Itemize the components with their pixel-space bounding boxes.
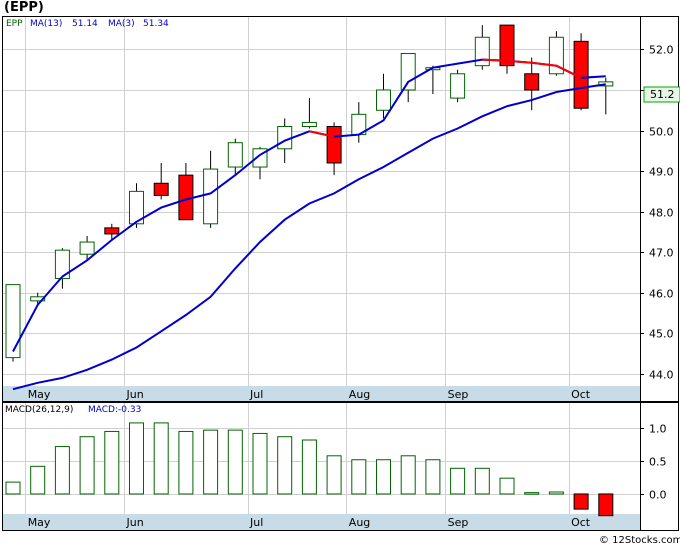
macd-bar [129, 422, 144, 495]
candle-body [376, 89, 391, 111]
candle-body [301, 121, 317, 127]
price-badge-value: 51.2 [650, 88, 675, 101]
price-x-axis: May Jun Jul Aug Sep Oct [28, 388, 591, 401]
macd-x-tick-label: Oct [571, 516, 591, 529]
macd-bar [178, 430, 194, 495]
macd-y-axis: 0.0 0.5 1.0 [640, 403, 667, 530]
candle-body [499, 24, 515, 67]
macd-bar [227, 429, 243, 495]
candle-body [450, 73, 466, 99]
macd-bar [79, 436, 95, 495]
candle-body [524, 73, 540, 91]
price-y-tick-label: 44.0 [649, 369, 674, 382]
candle-body [598, 81, 614, 87]
candle-body [129, 190, 144, 225]
price-y-axis: 44.045.046.047.048.049.050.051.052.0 [640, 17, 674, 401]
candle-body [5, 284, 21, 359]
macd-y-tick-label: 1.0 [649, 423, 667, 436]
watermark: © 12Stocks.com [599, 535, 680, 546]
legend-ma3-label: MA(3) [108, 19, 135, 29]
macd-bar [573, 493, 589, 510]
price-x-axis-band [3, 386, 640, 401]
macd-panel [2, 402, 679, 531]
candle-body [153, 182, 169, 196]
price-x-tick-label: Jun [126, 388, 144, 401]
macd-bar [203, 429, 219, 495]
candle-body [326, 125, 342, 164]
candle-body [400, 52, 416, 91]
candle-body [79, 241, 95, 255]
macd-bar [326, 455, 342, 495]
macd-bar [474, 467, 490, 495]
macd-y-tick-label: 0.5 [649, 456, 667, 469]
price-x-tick-label: May [28, 388, 51, 401]
ma3-down-segment [309, 130, 335, 138]
legend-ma13-label: MA(13) [30, 19, 62, 29]
macd-legend-label: MACD(26,12,9) [5, 405, 73, 415]
macd-bar [548, 491, 564, 495]
price-y-tick-label: 45.0 [649, 328, 674, 341]
ma13-line [12, 83, 606, 391]
macd-x-axis-band [3, 514, 640, 530]
macd-x-tick-label: May [28, 516, 51, 529]
price-x-tick-label: Jul [249, 388, 263, 401]
price-x-tick-label: Oct [571, 388, 591, 401]
macd-grid [3, 403, 640, 514]
macd-bar [30, 465, 46, 495]
candle-body [30, 296, 46, 302]
macd-bar [54, 446, 70, 495]
macd-bars [5, 422, 614, 517]
price-y-tick-label: 52.0 [649, 44, 674, 57]
macd-x-tick-label: Jul [249, 516, 263, 529]
macd-bar [252, 432, 268, 495]
macd-x-axis: May Jun Jul Aug Sep Oct [28, 516, 591, 529]
price-grid [3, 17, 640, 386]
macd-x-tick-label: Aug [349, 516, 370, 529]
moving-averages [12, 58, 606, 391]
price-x-tick-label: Aug [349, 388, 370, 401]
macd-bar [277, 436, 293, 495]
macd-bar [400, 455, 416, 495]
price-legend: EPP MA(13) 51.14 MA(3) 51.34 [6, 19, 169, 29]
candle-body [474, 36, 490, 67]
price-y-tick-label: 46.0 [649, 288, 674, 301]
candle-body [227, 142, 243, 168]
candles [5, 24, 614, 362]
current-price-badge: 51.2 [643, 86, 680, 103]
price-x-tick-label: Sep [448, 388, 469, 401]
macd-bar [301, 439, 317, 495]
price-y-tick-label: 50.0 [649, 126, 674, 139]
candle-body [104, 227, 120, 235]
macd-legend-value: MACD:-0.33 [88, 405, 141, 415]
macd-bar [153, 422, 169, 495]
macd-bar [499, 477, 515, 495]
candle-body [203, 168, 219, 225]
macd-x-tick-label: Sep [448, 516, 469, 529]
chart-title: (EPP) [4, 0, 44, 15]
macd-bar [450, 467, 466, 495]
price-y-tick-label: 48.0 [649, 207, 674, 220]
legend-symbol: EPP [6, 19, 23, 29]
price-badge-box [643, 86, 680, 103]
candle-body [277, 125, 293, 150]
macd-y-tick-label: 0.0 [649, 489, 667, 502]
macd-x-tick-label: Jun [126, 516, 144, 529]
macd-bar [5, 481, 21, 495]
legend-ma13-value: 51.14 [72, 19, 98, 29]
candle-body [54, 249, 70, 280]
price-y-tick-label: 47.0 [649, 247, 674, 260]
price-panel [2, 16, 679, 402]
macd-legend: MACD(26,12,9) MACD:-0.33 [5, 405, 141, 415]
legend-ma3-value: 51.34 [143, 19, 169, 29]
macd-bar [598, 493, 614, 517]
ma3-down-segment [482, 58, 582, 79]
macd-bar [524, 492, 540, 495]
price-y-tick-label: 49.0 [649, 166, 674, 179]
macd-bar [351, 459, 367, 495]
macd-bar [376, 459, 391, 495]
macd-bar [425, 459, 441, 495]
macd-bar [104, 430, 120, 495]
